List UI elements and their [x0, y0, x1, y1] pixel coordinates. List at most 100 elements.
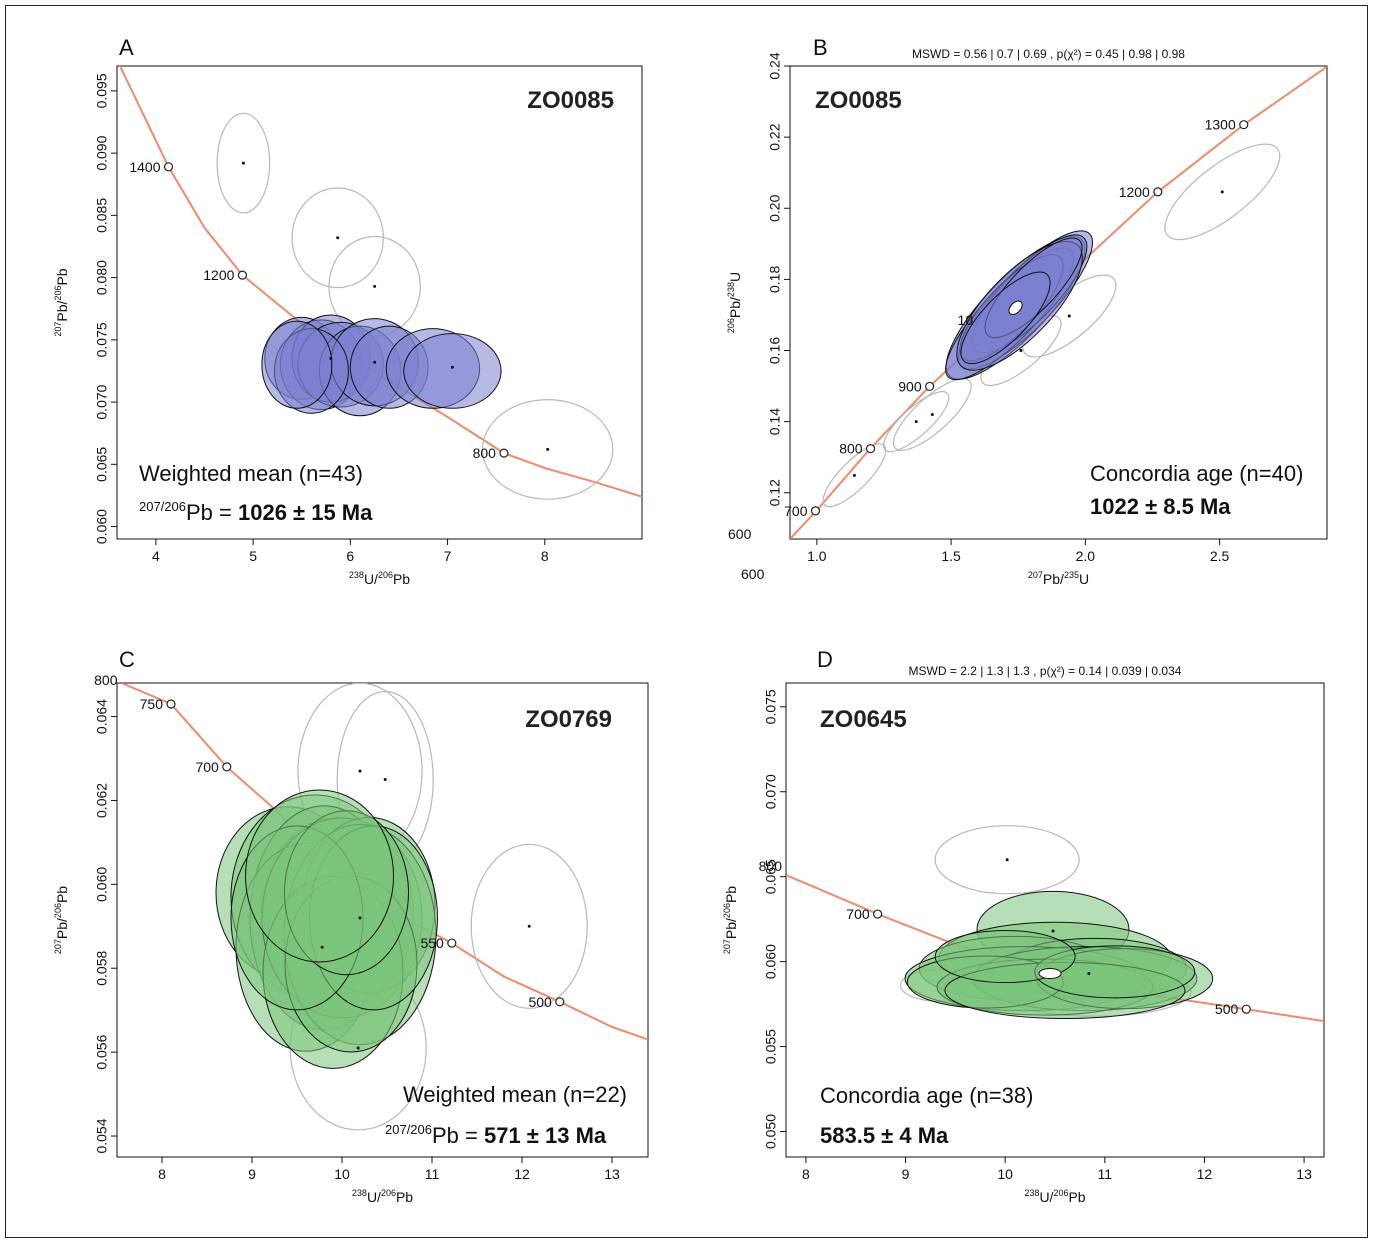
rejected-ellipse [470, 843, 588, 1009]
ellipse-center [241, 161, 245, 165]
x-axis-label-B: 207Pb/235U [1028, 570, 1089, 587]
concordia-curve-A [118, 66, 642, 498]
concordia-age-label-D: 800 [759, 858, 783, 874]
x-tick-label-D: 12 [1197, 1166, 1213, 1182]
y-tick-label-D: 0.055 [763, 1029, 779, 1064]
y-tick-label-B: 0.20 [767, 194, 783, 221]
x-axis-label-C: 238U/206Pb [352, 1188, 413, 1205]
plot-box-A [116, 65, 643, 540]
ellipse-center [336, 236, 340, 240]
y-tick-label-A: 0.065 [94, 447, 110, 482]
concordia-age-label-B: 10 [958, 312, 974, 328]
y-tick-label-A: 0.060 [94, 509, 110, 544]
plot-content-D [786, 825, 1324, 1023]
rejected-ellipse [892, 378, 972, 451]
x-tick-label-D: 13 [1296, 1166, 1312, 1182]
y-tick-label-A: 0.080 [94, 260, 110, 295]
concordia-age-marker-B [865, 444, 876, 454]
concordia-age-ellipse [1008, 300, 1023, 316]
x-tick-label-D: 8 [802, 1166, 810, 1182]
x-tick-label-C: 13 [604, 1166, 620, 1182]
x-tick-label-A: 8 [541, 548, 549, 564]
concordia-age-label-C: 800 [94, 672, 118, 688]
x-tick-label-C: 10 [334, 1166, 350, 1182]
analysis-ellipse [245, 789, 394, 963]
concordia-age-marker-C [555, 997, 565, 1007]
result-label-D: Concordia age (n=38) [820, 1083, 1033, 1108]
concordia-age-label-A: 1200 [203, 267, 234, 283]
y-tick-label-C: 0.062 [94, 783, 110, 818]
plot-content-C [121, 683, 648, 1131]
ellipse-center [1220, 190, 1224, 194]
analysis-ellipse [960, 271, 1051, 365]
y-tick-label-D: 0.075 [763, 689, 779, 724]
concordia-age-label-D: 700 [846, 906, 870, 922]
concordia-age-label-B: 1300 [1205, 117, 1236, 133]
x-tick-label-A: 6 [346, 548, 354, 564]
concordia-age-marker-B [1239, 120, 1249, 130]
x-tick-label-D: 9 [902, 1166, 910, 1182]
plot-content-A [118, 66, 642, 500]
x-tick-label-C: 8 [158, 1166, 166, 1182]
y-tick-label-B: 0.18 [767, 266, 783, 293]
y-tick-label-B: 0.22 [767, 123, 783, 150]
concordia-age-ellipse [1038, 968, 1062, 980]
sample-id-B: ZO0085 [815, 87, 902, 114]
plot-content-B: 10 [790, 66, 1327, 539]
concordia-age-marker-B [1153, 187, 1163, 197]
ellipse-center [1087, 972, 1091, 976]
x-axis-label-A: 238U/206Pb [349, 570, 410, 587]
x-tick-label-A: 4 [152, 548, 160, 564]
result-value-B: 1022 ± 8.5 Ma [1090, 494, 1231, 519]
ellipse-center [930, 413, 934, 417]
y-tick-label-A: 0.085 [94, 198, 110, 233]
sample-id-A: ZO0085 [527, 87, 614, 114]
x-tick-label-C: 9 [248, 1166, 256, 1182]
y-tick-label-B: 0.14 [767, 408, 783, 435]
ellipse-center [373, 360, 377, 364]
concordia-age-marker-C [166, 699, 176, 709]
x-tick-label-B: 1.0 [807, 548, 827, 564]
ellipse-center [373, 284, 377, 288]
stray-age-label: 600 [741, 566, 765, 582]
x-tick-label-C: 12 [514, 1166, 530, 1182]
rejected-ellipse [1164, 143, 1281, 241]
concordia-age-label-C: 700 [195, 759, 219, 775]
ellipse-center [546, 447, 550, 451]
x-tick-label-A: 5 [249, 548, 257, 564]
rejected-ellipse [216, 112, 271, 214]
x-tick-label-B: 2.5 [1210, 548, 1230, 564]
concordia-age-label-B: 700 [784, 503, 808, 519]
concordia-age-marker-A [499, 448, 509, 458]
concordia-age-label-C: 550 [420, 935, 444, 951]
ellipse-center [852, 473, 856, 477]
rejected-ellipse [481, 398, 614, 500]
x-tick-label-D: 10 [997, 1166, 1013, 1182]
stray-age-label: 600 [728, 526, 752, 542]
mswd-line-B: MSWD = 0.56 | 0.7 | 0.69 , p(χ²) = 0.45 … [912, 47, 1185, 61]
ellipse-center [914, 420, 918, 424]
y-axis-label-D: 207Pb/206Pb [722, 886, 739, 954]
y-tick-label-B: 0.12 [767, 479, 783, 506]
result-label-A: Weighted mean (n=43) [139, 461, 363, 486]
y-tick-label-A: 0.070 [94, 384, 110, 419]
sample-id-C: ZO0769 [525, 706, 612, 733]
ellipse-center [358, 769, 362, 773]
y-tick-label-C: 0.060 [94, 867, 110, 902]
rejected-ellipse [822, 443, 887, 508]
analysis-ellipse [934, 930, 1076, 984]
ellipse-center [329, 357, 333, 361]
ellipse-center [383, 777, 387, 781]
sample-id-D: ZO0645 [820, 706, 907, 733]
x-tick-label-B: 1.5 [941, 548, 961, 564]
concordia-age-label-C: 500 [528, 994, 552, 1010]
concordia-age-label-B: 1200 [1119, 184, 1150, 200]
y-axis-label-A: 207Pb/206Pb [53, 268, 70, 336]
concordia-age-marker-B [925, 381, 935, 392]
plot-box-B [789, 65, 1328, 540]
figure-frame [5, 5, 1368, 1238]
analysis-ellipse [403, 333, 502, 409]
x-tick-label-A: 7 [444, 548, 452, 564]
concordia-age-label-B: 900 [898, 378, 922, 394]
